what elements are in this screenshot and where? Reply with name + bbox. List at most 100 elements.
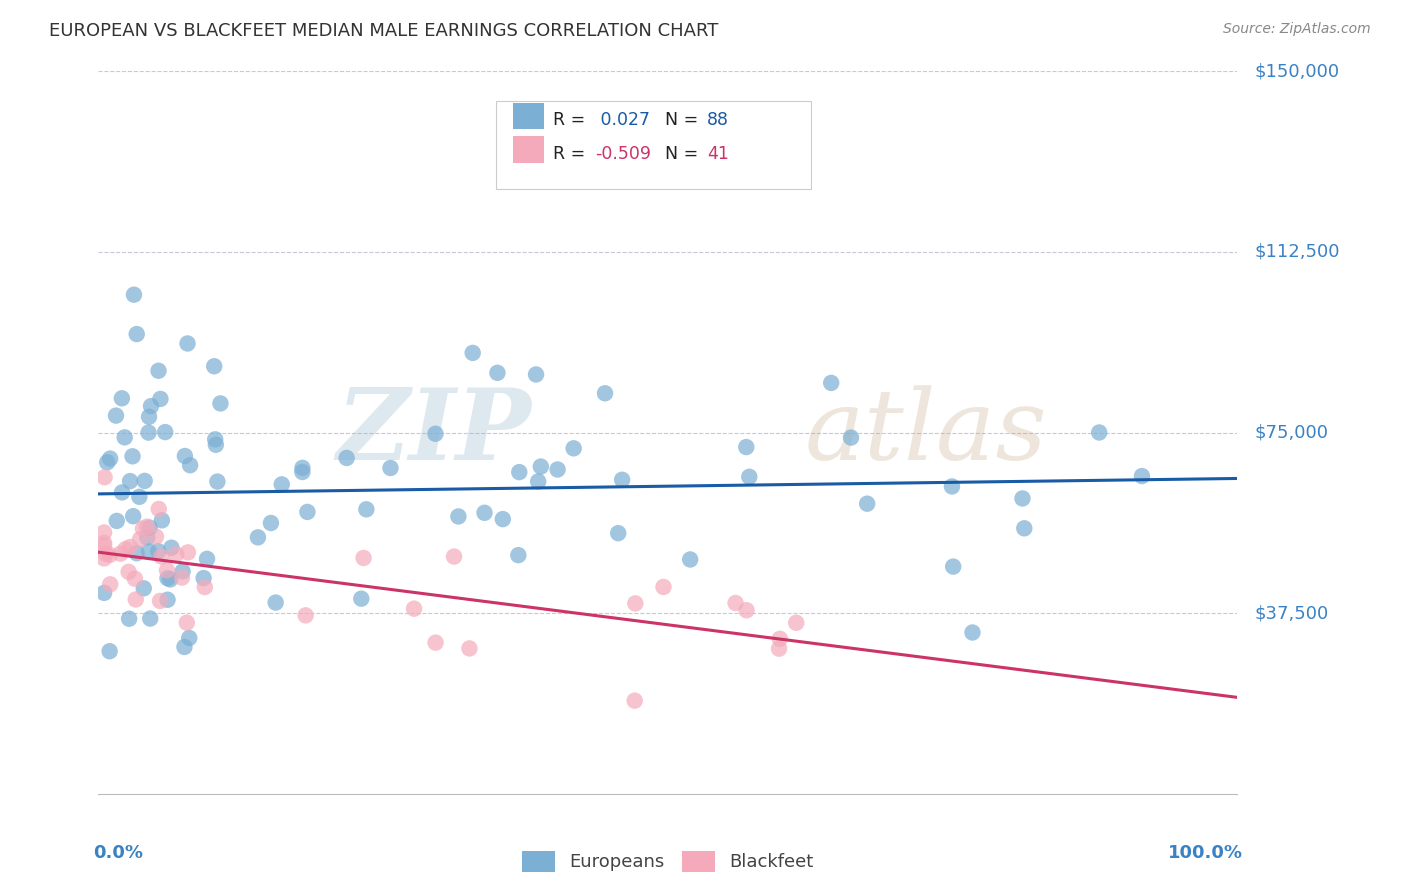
Point [176,615,198,630]
Point [492,512,515,526]
Point [173,449,195,463]
Point [117,565,139,579]
Point [149,594,172,608]
Point [547,462,569,476]
Text: Source: ZipAtlas.com: Source: ZipAtlas.com [1223,22,1371,37]
Text: atlas: atlas [804,385,1047,480]
Point [207,475,229,489]
Point [176,336,198,351]
Point [122,287,145,301]
Point [139,399,162,413]
Point [209,396,232,410]
Text: EUROPEAN VS BLACKFEET MEDIAN MALE EARNINGS CORRELATION CHART: EUROPEAN VS BLACKFEET MEDIAN MALE EARNIN… [49,22,718,40]
Point [356,502,378,516]
Point [93,539,115,553]
Point [291,465,314,479]
Point [156,592,179,607]
Point [1130,469,1153,483]
Point [610,473,633,487]
Point [380,461,402,475]
Point [165,547,187,561]
Point [205,438,228,452]
Point [134,474,156,488]
Point [124,572,146,586]
Point [122,509,145,524]
Point [768,641,790,656]
Point [98,548,121,562]
Legend: Europeans, Blackfeet: Europeans, Blackfeet [515,844,821,879]
Point [264,596,287,610]
Point [195,552,218,566]
Point [98,644,121,658]
Point [129,533,152,547]
Point [593,386,616,401]
Point [125,546,148,560]
Point [156,563,179,577]
Point [98,577,121,591]
Point [785,615,807,630]
Point [105,409,128,423]
Point [160,541,183,555]
Point [260,516,283,530]
Point [194,580,217,594]
Point [150,549,173,564]
Text: ZIP: ZIP [336,384,531,481]
Point [93,586,115,600]
Text: 41: 41 [707,145,730,163]
Text: R =: R = [553,112,591,129]
Text: 88: 88 [707,112,730,129]
Point [118,612,141,626]
Point [297,505,319,519]
Point [735,603,758,617]
Point [1014,521,1036,535]
Point [508,548,530,562]
Point [156,571,179,585]
Point [145,530,167,544]
Point [530,459,553,474]
Point [353,550,375,565]
Text: $75,000: $75,000 [1254,424,1329,442]
Point [624,596,647,610]
Text: N =: N = [665,145,704,163]
Point [724,596,747,610]
Text: $112,500: $112,500 [1254,243,1340,261]
Point [98,451,121,466]
Text: -0.509: -0.509 [595,145,651,163]
Point [93,525,115,540]
Point [942,559,965,574]
Point [204,433,226,447]
Text: $37,500: $37,500 [1254,604,1329,623]
Point [524,368,547,382]
Point [941,479,963,493]
Text: 100.0%: 100.0% [1168,845,1243,863]
Point [96,455,118,469]
Point [404,601,426,615]
Point [173,640,195,654]
Point [138,425,160,440]
Point [1088,425,1111,440]
Point [291,461,314,475]
Point [120,474,142,488]
Point [425,426,447,441]
Point [179,458,201,473]
Point [118,540,141,554]
Point [139,611,162,625]
Point [443,549,465,564]
Point [447,509,470,524]
Point [508,465,530,479]
Point [111,485,134,500]
Point [177,545,200,559]
Point [461,346,484,360]
Point [735,440,758,454]
Point [138,544,160,558]
Point [856,497,879,511]
Point [172,565,194,579]
Point [1011,491,1033,506]
Point [839,431,862,445]
Point [93,536,115,550]
Point [623,693,645,707]
Point [769,632,792,646]
Point [146,544,169,558]
Point [114,430,136,444]
Point [350,591,373,606]
